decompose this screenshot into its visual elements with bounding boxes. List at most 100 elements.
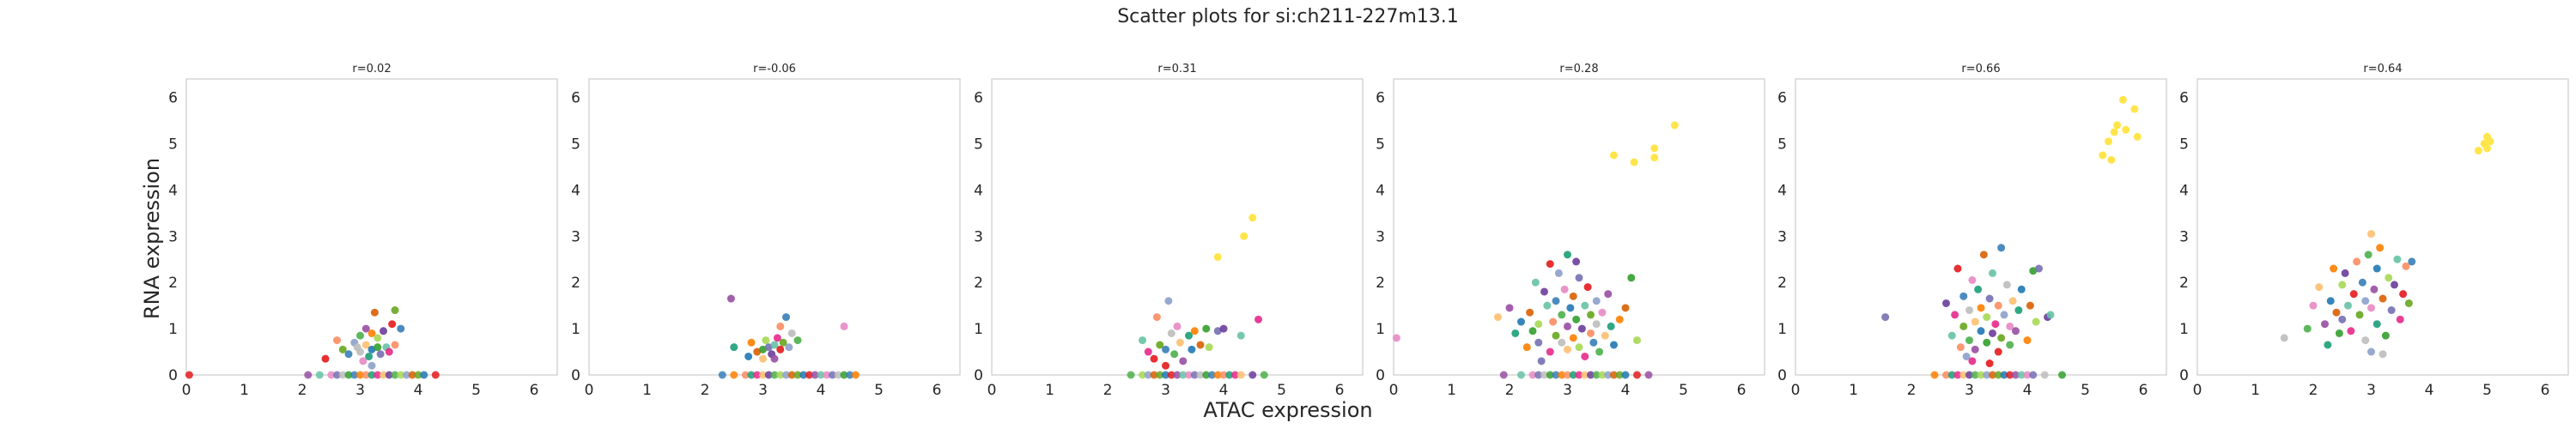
x-tick-label: 2 xyxy=(1907,382,1917,399)
scatter-point xyxy=(1965,306,1973,315)
scatter-point xyxy=(353,343,361,352)
scatter-point xyxy=(1607,322,1615,330)
zero-point xyxy=(1942,371,1950,379)
panel-title: r=0.64 xyxy=(2363,63,2402,76)
panel-frame xyxy=(588,78,961,376)
scatter-point xyxy=(1595,347,1604,356)
scatter-point xyxy=(2387,306,2396,315)
scatter-point xyxy=(1564,251,1571,259)
x-tick-label: 2 xyxy=(298,382,307,399)
scatter-point xyxy=(1558,311,1566,319)
zero-point xyxy=(391,371,399,379)
scatter-point xyxy=(2006,341,2014,349)
scatter-point xyxy=(1558,338,1566,347)
highlight-point xyxy=(2483,144,2491,153)
scatter-point xyxy=(1587,329,1595,337)
zero-point xyxy=(1179,371,1188,379)
scatter-point xyxy=(770,341,779,349)
zero-point xyxy=(1947,371,1956,379)
zero-point xyxy=(1260,371,1268,379)
zero-point xyxy=(1965,371,1973,379)
scatter-point xyxy=(776,322,785,330)
zero-point xyxy=(2029,371,2038,379)
zero-point xyxy=(380,371,387,379)
zero-point xyxy=(1225,371,1234,379)
scatter-point xyxy=(2023,336,2032,345)
panel-frame xyxy=(2196,78,2569,376)
zero-point xyxy=(1156,371,1164,379)
x-tick-label: 5 xyxy=(1679,382,1688,399)
zero-point xyxy=(741,371,750,379)
scatter-point xyxy=(2385,274,2393,282)
zero-point xyxy=(304,371,313,379)
y-tick-label: 4 xyxy=(2179,182,2189,199)
zero-point xyxy=(1208,371,1216,379)
scatter-point xyxy=(1546,260,1554,269)
x-tick-label: 2 xyxy=(1505,382,1515,399)
highlight-point xyxy=(2133,132,2142,141)
scatter-point xyxy=(1971,317,1979,326)
scatter-point xyxy=(2008,297,2017,305)
scatter-point xyxy=(1564,345,1571,353)
scatter-point xyxy=(1994,347,2002,356)
y-tick-label: 4 xyxy=(1376,182,1385,199)
scatter-point xyxy=(1997,334,2006,342)
scatter-point xyxy=(361,324,370,333)
scatter-point xyxy=(1581,352,1589,360)
scatter-point xyxy=(2338,281,2347,289)
zero-point xyxy=(718,371,726,379)
scatter-point xyxy=(1989,269,1996,277)
x-tick-label: 1 xyxy=(1447,382,1456,399)
panel-4: r=0.28 0 1 2 3 4 5 6 0 1 2 3 4 5 6 xyxy=(1376,63,1765,399)
zero-point xyxy=(1185,371,1193,379)
scatter-point xyxy=(1956,343,1965,352)
zero-point xyxy=(776,371,785,379)
zero-point xyxy=(1540,371,1548,379)
zero-point xyxy=(1615,371,1624,379)
zero-point xyxy=(1231,371,1239,379)
zero-point xyxy=(2012,371,2020,379)
zero-point xyxy=(1534,371,1543,379)
scatter-point xyxy=(1173,322,1182,330)
zero-point xyxy=(431,371,440,379)
scatter-point xyxy=(759,345,767,353)
zero-point xyxy=(1173,371,1182,379)
scatter-point xyxy=(1971,345,1979,353)
zero-point xyxy=(1959,371,1968,379)
zero-point xyxy=(1994,371,2002,379)
zero-point xyxy=(747,371,756,379)
y-tick-label: 2 xyxy=(1376,275,1385,292)
y-tick-label: 6 xyxy=(2179,90,2189,107)
scatter-point xyxy=(1983,313,1991,322)
scatter-point xyxy=(1164,297,1173,305)
zero-point xyxy=(368,371,376,379)
scatter-point xyxy=(2393,255,2402,263)
scatter-point xyxy=(1505,304,1514,312)
zero-point xyxy=(1983,371,1991,379)
scatter-point xyxy=(1592,297,1601,305)
zero-point xyxy=(333,371,341,379)
scatter-point xyxy=(361,341,370,349)
highlight-point xyxy=(1610,151,1618,160)
zero-point xyxy=(385,371,393,379)
scatter-point xyxy=(1985,294,1994,303)
zero-point xyxy=(1977,371,1985,379)
zero-point xyxy=(1517,371,1525,379)
panel-title: r=0.66 xyxy=(1961,63,2000,76)
scatter-point xyxy=(1543,301,1552,310)
y-tick-label: 5 xyxy=(1376,136,1385,153)
x-tick-label: 4 xyxy=(1621,382,1631,399)
scatter-point xyxy=(1968,357,1977,366)
scatter-point xyxy=(1566,304,1575,312)
highlight-point xyxy=(2107,155,2116,164)
y-tick-label: 5 xyxy=(2179,136,2189,153)
zero-point xyxy=(1499,371,1508,379)
panel-3: r=0.31 0 1 2 3 4 5 6 0 1 2 3 4 5 6 xyxy=(974,63,1364,399)
y-tick-label: 1 xyxy=(1777,321,1787,338)
scatter-point xyxy=(2367,230,2375,239)
y-tick-label: 1 xyxy=(168,321,178,338)
x-tick-label: 5 xyxy=(874,382,884,399)
scatter-point xyxy=(1546,347,1554,356)
scatter-point xyxy=(1162,345,1170,353)
